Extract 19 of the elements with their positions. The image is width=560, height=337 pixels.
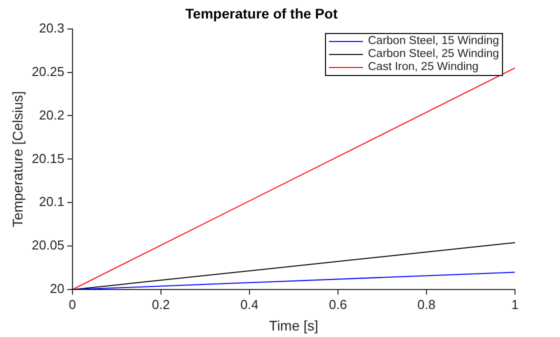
chart-title: Temperature of the Pot bbox=[185, 5, 338, 22]
x-tick-label: 0.4 bbox=[240, 296, 258, 312]
x-tick-label: 0.8 bbox=[417, 296, 436, 312]
x-tick-label: 1 bbox=[511, 296, 519, 312]
y-tick-label: 20.1 bbox=[39, 194, 64, 210]
x-tick-label: 0.6 bbox=[328, 296, 347, 312]
x-tick-label: 0.2 bbox=[152, 296, 170, 312]
y-tick-label: 20.15 bbox=[32, 150, 64, 166]
y-tick-label: 20 bbox=[50, 281, 64, 296]
y-tick-label: 20.05 bbox=[32, 238, 64, 253]
x-tick-label: 0 bbox=[68, 296, 76, 312]
y-axis-title: Temperature [Celsius] bbox=[9, 91, 26, 228]
y-tick-label: 20.3 bbox=[39, 20, 64, 36]
x-axis-title: Time [s] bbox=[269, 317, 318, 334]
legend-label: Carbon Steel, 25 Winding bbox=[368, 48, 500, 60]
y-tick-label: 20.25 bbox=[32, 64, 64, 79]
legend-label: Carbon Steel, 15 Winding bbox=[368, 35, 500, 48]
y-tick-label: 20.2 bbox=[39, 107, 64, 122]
legend-label: Cast Iron, 25 Winding bbox=[368, 61, 479, 74]
